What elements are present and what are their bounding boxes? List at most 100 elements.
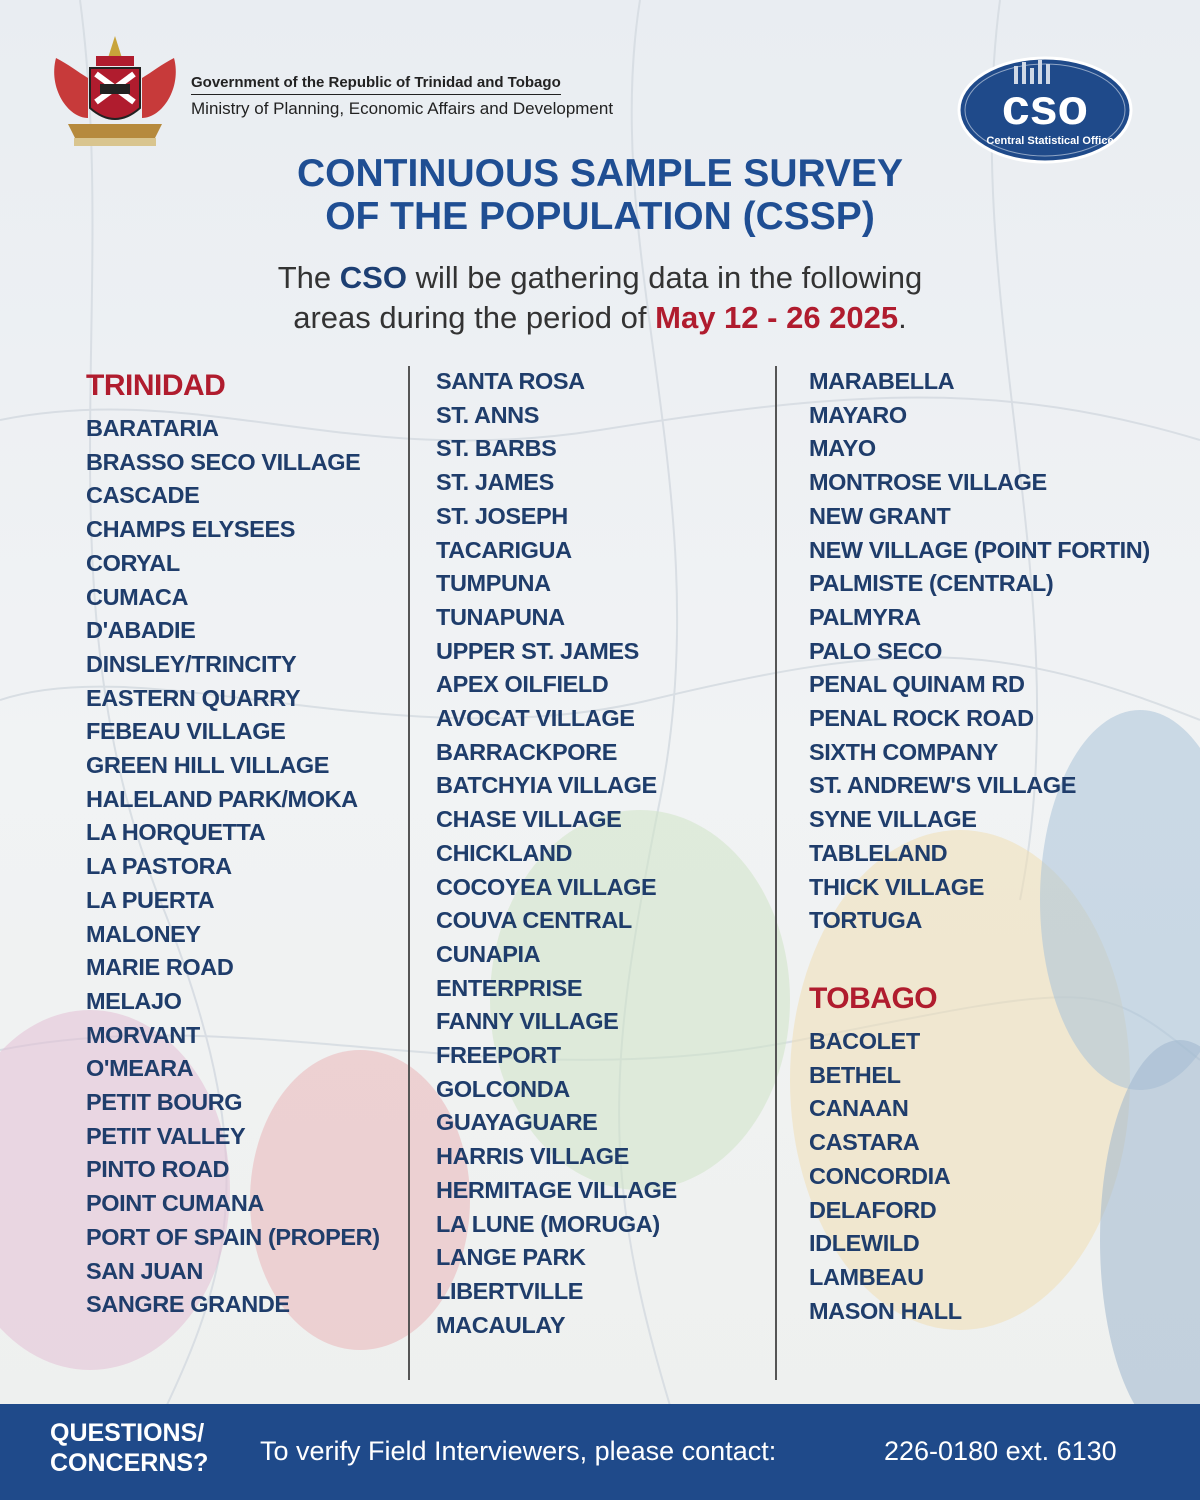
cso-logo-text: cso xyxy=(1002,79,1088,135)
area-item: NEW GRANT xyxy=(809,502,951,529)
area-item: LIBERTVILLE xyxy=(436,1277,584,1304)
area-item: PETIT VALLEY xyxy=(86,1122,246,1149)
area-item: CHAMPS ELYSEES xyxy=(86,516,296,543)
intro-org: CSO xyxy=(339,260,407,295)
area-list-column-3: MARABELLA MAYARO MAYO MONTROSE VILLAGE NEW G… xyxy=(809,365,1150,938)
area-item: BARRACKPORE xyxy=(436,738,617,765)
area-item: MONTROSE VILLAGE xyxy=(809,469,1047,496)
government-text: Government of the Republic of Trinidad a… xyxy=(191,72,613,119)
area-item: GUAYAGUARE xyxy=(436,1109,598,1136)
area-item: LA PASTORA xyxy=(86,853,232,880)
intro-line1: The CSO will be gathering data in the fo… xyxy=(0,258,1200,298)
area-item: MALONEY xyxy=(86,920,201,947)
cso-logo-subtext: Central Statistical Office xyxy=(986,135,1113,147)
area-item: IDLEWILD xyxy=(809,1230,920,1257)
area-item: BATCHYIA VILLAGE xyxy=(436,772,657,799)
area-item: PINTO ROAD xyxy=(86,1156,230,1183)
area-item: MAYARO xyxy=(809,401,907,428)
area-item: TACARIGUA xyxy=(436,536,572,563)
title-line1: CONTINUOUS SAMPLE SURVEY xyxy=(296,152,904,195)
area-item: BRASSO SECO VILLAGE xyxy=(86,448,361,475)
area-item: SANGRE GRANDE xyxy=(86,1291,290,1318)
area-item: PALMYRA xyxy=(809,603,921,630)
area-item: ST. ANNS xyxy=(436,401,539,428)
area-item: CANAAN xyxy=(809,1095,909,1122)
questions-line2: CONCERNS? xyxy=(50,1449,209,1477)
area-item: CUMACA xyxy=(86,583,189,610)
questions-concerns-label: QUESTIONS/ CONCERNS? xyxy=(50,1418,208,1478)
area-item: SIXTH COMPANY xyxy=(809,738,998,765)
area-item: PORT OF SPAIN (PROPER) xyxy=(86,1223,380,1250)
intro-part2: will be gathering data in the following xyxy=(406,260,923,295)
area-item: LANGE PARK xyxy=(436,1244,586,1271)
survey-date: May 12 - 26 2025 xyxy=(655,300,899,335)
area-item: HARRIS VILLAGE xyxy=(436,1143,629,1170)
area-item: ST. JOSEPH xyxy=(436,502,568,529)
footer-banner: QUESTIONS/ CONCERNS? To verify Field Int… xyxy=(0,1404,1200,1500)
section-title-trinidad: TRINIDAD xyxy=(86,369,226,402)
area-item: BARATARIA xyxy=(86,415,219,441)
area-item: MACAULAY xyxy=(436,1311,566,1338)
area-item: COCOYEA VILLAGE xyxy=(436,873,657,900)
area-item: PALMISTE (CENTRAL) xyxy=(809,570,1054,597)
questions-line1: QUESTIONS/ xyxy=(50,1419,205,1447)
area-item: PENAL QUINAM RD xyxy=(809,671,1025,698)
ministry-name: Ministry of Planning, Economic Affairs a… xyxy=(191,99,614,118)
area-item: FANNY VILLAGE xyxy=(436,1008,619,1035)
intro-part1: The xyxy=(277,260,340,295)
area-item: LAMBEAU xyxy=(809,1263,924,1290)
column-divider-2 xyxy=(775,366,777,1380)
area-item: TORTUGA xyxy=(809,907,922,934)
area-item: BACOLET xyxy=(809,1028,920,1054)
area-item: PALO SECO xyxy=(809,637,943,664)
coat-of-arms-icon xyxy=(54,36,176,146)
area-item: NEW VILLAGE (POINT FORTIN) xyxy=(809,536,1150,563)
area-item: HALELAND PARK/MOKA xyxy=(86,785,358,812)
area-item: SAN JUAN xyxy=(86,1257,203,1284)
intro-line2: areas during the period of May 12 - 26 2… xyxy=(0,298,1200,338)
area-item: CONCORDIA xyxy=(809,1162,951,1189)
area-item: UPPER ST. JAMES xyxy=(436,637,639,664)
intro-part4: . xyxy=(898,300,907,335)
area-item: DINSLEY/TRINCITY xyxy=(86,650,297,677)
area-item: GOLCONDA xyxy=(436,1075,570,1102)
area-item: PETIT BOURG xyxy=(86,1089,243,1116)
area-item: D'ABADIE xyxy=(86,617,196,644)
area-item: ST. JAMES xyxy=(436,469,554,496)
area-item: CASCADE xyxy=(86,482,200,509)
area-item: GREEN HILL VILLAGE xyxy=(86,752,330,779)
area-item: AVOCAT VILLAGE xyxy=(436,705,635,732)
area-item: CASTARA xyxy=(809,1129,920,1156)
area-item: DELAFORD xyxy=(809,1196,937,1223)
area-item: LA PUERTA xyxy=(86,886,215,913)
area-list-column-2: SANTA ROSA ST. ANNS ST. BARBS ST. JAMES ST. … xyxy=(436,365,677,1342)
area-item: LA LUNE (MORUGA) xyxy=(436,1210,660,1237)
area-item: APEX OILFIELD xyxy=(436,671,609,698)
area-item: MORVANT xyxy=(86,1021,200,1048)
area-item: MAYO xyxy=(809,435,876,462)
area-item: LA HORQUETTA xyxy=(86,819,266,846)
area-item: HERMITAGE VILLAGE xyxy=(436,1176,677,1203)
header: Government of the Republic of Trinidad a… xyxy=(48,28,1152,164)
area-item: MASON HALL xyxy=(809,1297,962,1324)
area-item: CHASE VILLAGE xyxy=(436,806,622,833)
area-item: MARIE ROAD xyxy=(86,954,234,981)
area-item: CHICKLAND xyxy=(436,839,573,866)
area-item: MARABELLA xyxy=(809,368,955,394)
area-item: TUMPUNA xyxy=(436,570,551,597)
area-list-column-1: BARATARIA BRASSO SECO VILLAGE CASCADE CHAMP… xyxy=(86,412,380,1322)
area-item: SANTA ROSA xyxy=(436,368,585,394)
area-item: O'MEARA xyxy=(86,1055,194,1082)
area-item: CORYAL xyxy=(86,549,180,576)
area-list-tobago: BACOLET BETHEL CANAAN CASTARA CONCORDIA DELAF… xyxy=(809,1025,962,1328)
area-item: MELAJO xyxy=(86,987,182,1014)
intro-text: The CSO will be gathering data in the fo… xyxy=(0,258,1200,338)
verify-text: To verify Field Interviewers, please con… xyxy=(260,1436,777,1466)
page-title: CONTINUOUS SAMPLE SURVEY OF THE POPULATI… xyxy=(0,152,1200,238)
area-item: ST. ANDREW'S VILLAGE xyxy=(809,772,1076,799)
title-line2: OF THE POPULATION (CSSP) xyxy=(325,195,875,238)
cso-logo: cso Central Statistical Office xyxy=(957,56,1133,164)
area-item: PENAL ROCK ROAD xyxy=(809,705,1034,732)
area-item: ENTERPRISE xyxy=(436,974,583,1001)
